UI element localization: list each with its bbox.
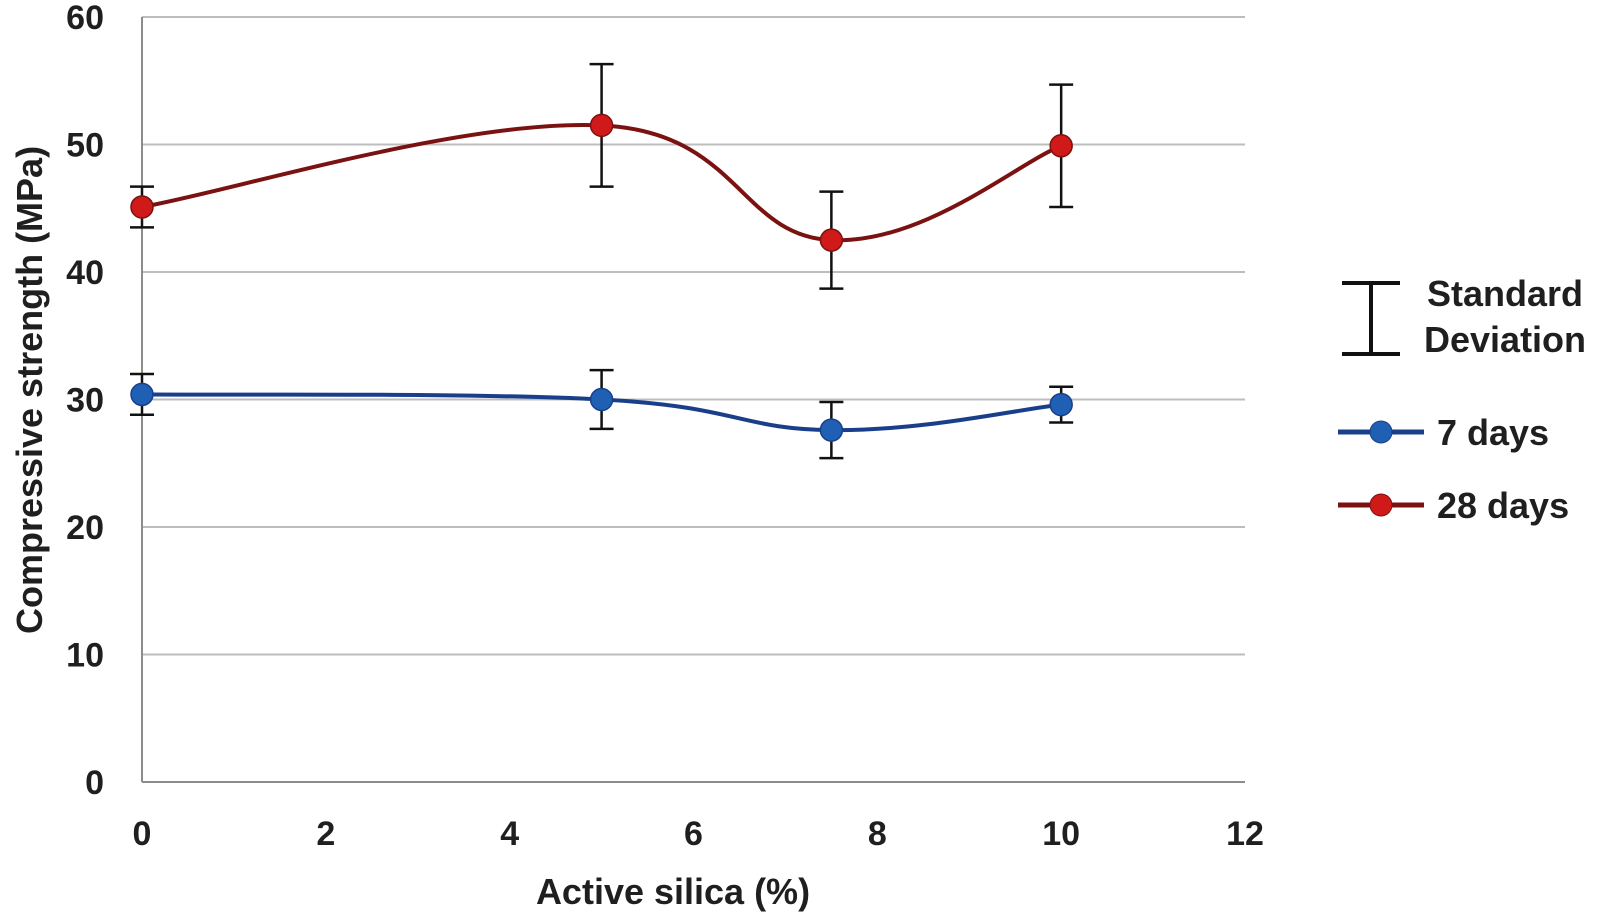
series-28-days bbox=[130, 62, 1074, 290]
x-axis-title: Active silica (%) bbox=[536, 871, 810, 912]
x-tick-labels: 0 2 4 6 8 10 12 bbox=[133, 815, 1264, 853]
legend-error-label-line1: Standard bbox=[1427, 273, 1583, 314]
x-tick-label: 6 bbox=[684, 815, 703, 853]
data-point bbox=[589, 387, 614, 412]
y-tick-label: 0 bbox=[85, 764, 104, 802]
y-tick-label: 50 bbox=[66, 127, 104, 165]
y-tick-label: 40 bbox=[66, 254, 104, 292]
legend-item-28-days: 28 days bbox=[1338, 485, 1569, 526]
legend-label-7-days: 7 days bbox=[1437, 412, 1549, 453]
legend-label-28-days: 28 days bbox=[1437, 485, 1569, 526]
series-line bbox=[141, 392, 1062, 433]
data-point bbox=[130, 382, 154, 407]
y-axis-title: Compressive strength (MPa) bbox=[9, 146, 50, 634]
x-tick-label: 2 bbox=[316, 815, 335, 853]
x-tick-label: 4 bbox=[500, 815, 519, 853]
x-tick-label: 0 bbox=[133, 815, 152, 853]
data-point bbox=[1049, 134, 1073, 158]
data-point bbox=[819, 418, 844, 442]
legend-marker-7-days bbox=[1369, 420, 1393, 444]
series-line bbox=[141, 122, 1062, 243]
x-tick-label: 12 bbox=[1226, 815, 1264, 853]
legend-error-label-line2: Deviation bbox=[1424, 319, 1586, 360]
y-tick-label: 10 bbox=[66, 637, 104, 675]
legend-error-bar-symbol bbox=[1342, 281, 1400, 356]
data-series bbox=[130, 62, 1074, 460]
y-tick-labels: 0 10 20 30 40 50 60 bbox=[66, 0, 104, 802]
legend: Standard Deviation 7 days 28 days bbox=[1338, 273, 1586, 526]
y-tick-label: 60 bbox=[66, 0, 104, 37]
data-point bbox=[589, 113, 614, 138]
legend-marker-28-days bbox=[1369, 493, 1393, 517]
x-tick-label: 10 bbox=[1042, 815, 1080, 853]
y-tick-label: 30 bbox=[66, 382, 104, 420]
grid-lines bbox=[142, 16, 1245, 656]
data-point bbox=[1049, 392, 1073, 417]
data-point bbox=[130, 195, 154, 219]
y-tick-label: 20 bbox=[66, 509, 104, 547]
legend-item-7-days: 7 days bbox=[1338, 412, 1549, 453]
x-tick-label: 8 bbox=[868, 815, 887, 853]
data-point bbox=[819, 228, 844, 252]
series-7-days bbox=[130, 368, 1074, 460]
